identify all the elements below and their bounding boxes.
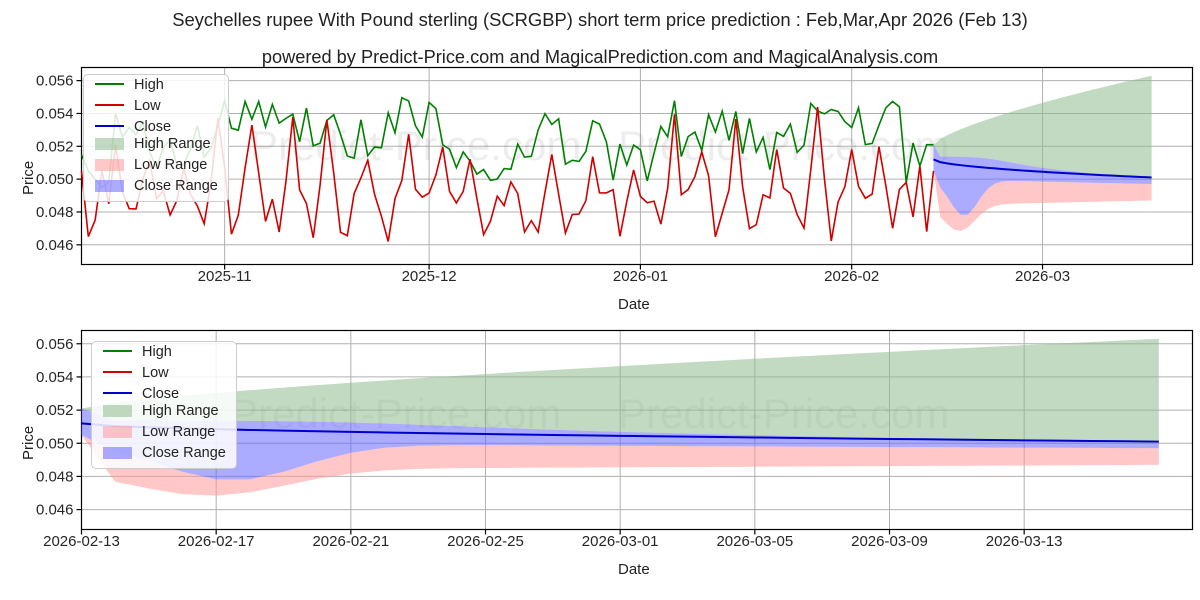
svg-text:0.054: 0.054 [36, 105, 74, 122]
svg-text:0.052: 0.052 [36, 402, 74, 419]
svg-text:2026-03-05: 2026-03-05 [716, 533, 793, 550]
svg-text:2026-03-01: 2026-03-01 [582, 533, 659, 550]
svg-text:2026-02: 2026-02 [824, 268, 879, 285]
svg-text:2026-02-13: 2026-02-13 [43, 533, 120, 550]
svg-text:0.056: 0.056 [36, 73, 74, 90]
svg-text:Predict-Price.com: Predict-Price.com [250, 122, 581, 169]
svg-text:0.048: 0.048 [36, 204, 74, 221]
svg-text:2026-03-13: 2026-03-13 [986, 533, 1063, 550]
svg-text:2025-11: 2025-11 [198, 268, 252, 285]
svg-text:2026-01: 2026-01 [613, 268, 668, 285]
svg-text:0.046: 0.046 [36, 502, 74, 519]
svg-text:Predict-Price.com: Predict-Price.com [618, 122, 949, 169]
svg-text:0.056: 0.056 [36, 336, 74, 353]
svg-text:0.050: 0.050 [36, 435, 74, 452]
svg-text:2026-03-09: 2026-03-09 [851, 533, 928, 550]
svg-text:0.046: 0.046 [36, 237, 74, 254]
svg-text:2026-02-25: 2026-02-25 [447, 533, 524, 550]
svg-text:0.052: 0.052 [36, 138, 74, 155]
svg-text:0.054: 0.054 [36, 369, 74, 386]
svg-text:2026-02-17: 2026-02-17 [178, 533, 255, 550]
svg-text:0.048: 0.048 [36, 468, 74, 485]
svg-text:0.050: 0.050 [36, 171, 74, 188]
svg-text:2025-12: 2025-12 [402, 268, 457, 285]
svg-text:2026-02-21: 2026-02-21 [312, 533, 389, 550]
svg-text:2026-03: 2026-03 [1015, 268, 1070, 285]
